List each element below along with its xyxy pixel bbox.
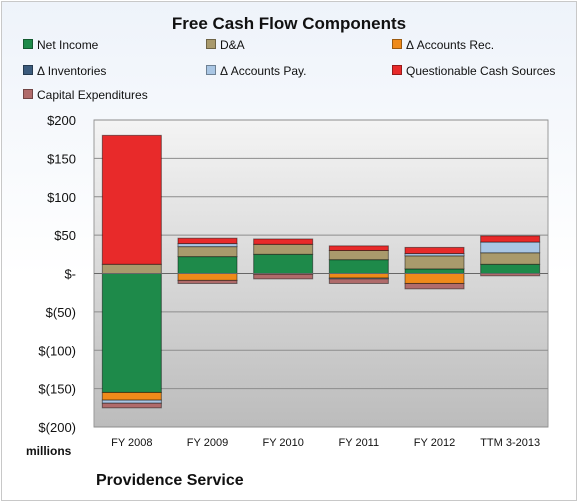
legend-label-1: D&A — [220, 38, 245, 52]
legend-item-2: Δ Accounts Rec. — [392, 38, 494, 52]
legend-item-0: Net Income — [23, 38, 98, 52]
legend-item-6: Capital Expenditures — [23, 88, 148, 102]
legend-label-2: Δ Accounts Rec. — [406, 38, 495, 52]
bar-2-series-0 — [253, 253, 314, 274]
bar-2-series-1 — [253, 243, 314, 255]
legend-swatch-2 — [392, 39, 402, 49]
legend-swatch-3 — [23, 65, 33, 75]
bar-0-series-0 — [101, 273, 162, 393]
bar-5-series-4 — [480, 241, 541, 254]
legend-label-0: Net Income — [37, 38, 99, 52]
legend-swatch-6 — [23, 89, 33, 99]
legend-item-5: Questionable Cash Sources — [392, 64, 555, 78]
bar-5-series-1 — [480, 252, 541, 265]
bar-1-series-6 — [177, 279, 238, 284]
bar-0-series-1 — [101, 263, 162, 275]
bar-1-series-0 — [177, 256, 238, 274]
bar-1-series-5 — [177, 237, 238, 245]
y-tick-label-5: $(50) — [46, 305, 76, 320]
legend-item-4: Δ Accounts Pay. — [206, 64, 307, 78]
y-tick-label-7: $(150) — [38, 382, 76, 397]
bar-0-series-6 — [101, 402, 162, 409]
legend-swatch-4 — [206, 65, 216, 75]
y-tick-label-0: $200 — [47, 113, 76, 128]
bar-4-series-2 — [404, 273, 465, 284]
chart-title: Free Cash Flow Components — [171, 14, 407, 33]
y-tick-label-6: $(100) — [38, 343, 76, 358]
x-tick-label-4: FY 2012 — [414, 437, 455, 449]
legend-label-6: Capital Expenditures — [37, 88, 148, 102]
bar-3-series-5 — [328, 245, 389, 251]
bar-5-series-5 — [480, 235, 541, 243]
x-tick-label-5: TTM 3-2013 — [480, 437, 540, 449]
legend-label-4: Δ Accounts Pay. — [220, 64, 307, 78]
bar-4-series-5 — [404, 246, 465, 255]
y-tick-label-3: $50 — [54, 228, 76, 243]
bar-4-series-6 — [404, 282, 465, 290]
legend-label-5: Questionable Cash Sources — [406, 64, 556, 78]
bar-3-series-1 — [328, 249, 389, 261]
x-tick-label-3: FY 2011 — [339, 437, 380, 449]
x-tick-label-2: FY 2010 — [262, 437, 303, 449]
y-axis-unit-label: millions — [26, 444, 72, 458]
y-tick-label-2: $100 — [47, 190, 76, 205]
bar-4-series-1 — [404, 255, 465, 270]
company-name: Providence Service — [96, 472, 244, 489]
bar-2-series-5 — [253, 238, 314, 245]
bar-0-series-2 — [101, 391, 162, 401]
y-tick-label-1: $150 — [47, 151, 76, 166]
bar-3-series-6 — [328, 278, 389, 284]
legend-item-3: Δ Inventories — [23, 64, 106, 78]
y-tick-label-4: $- — [64, 267, 76, 282]
bar-5-series-0 — [480, 263, 541, 275]
bar-3-series-2 — [328, 273, 389, 279]
y-tick-label-8: $(200) — [38, 420, 76, 435]
x-tick-label-1: FY 2009 — [187, 437, 228, 449]
x-tick-label-0: FY 2008 — [111, 437, 152, 449]
legend-item-1: D&A — [206, 38, 245, 52]
bar-3-series-0 — [328, 259, 389, 274]
legend-swatch-1 — [206, 39, 216, 49]
bar-2-series-6 — [253, 273, 314, 280]
bar-1-series-2 — [177, 273, 238, 281]
legend-label-3: Δ Inventories — [37, 64, 107, 78]
bar-1-series-1 — [177, 246, 238, 258]
bar-4-series-0 — [404, 268, 465, 274]
legend-swatch-0 — [23, 39, 33, 49]
legend-swatch-5 — [392, 65, 402, 75]
bar-0-series-5 — [101, 134, 162, 265]
